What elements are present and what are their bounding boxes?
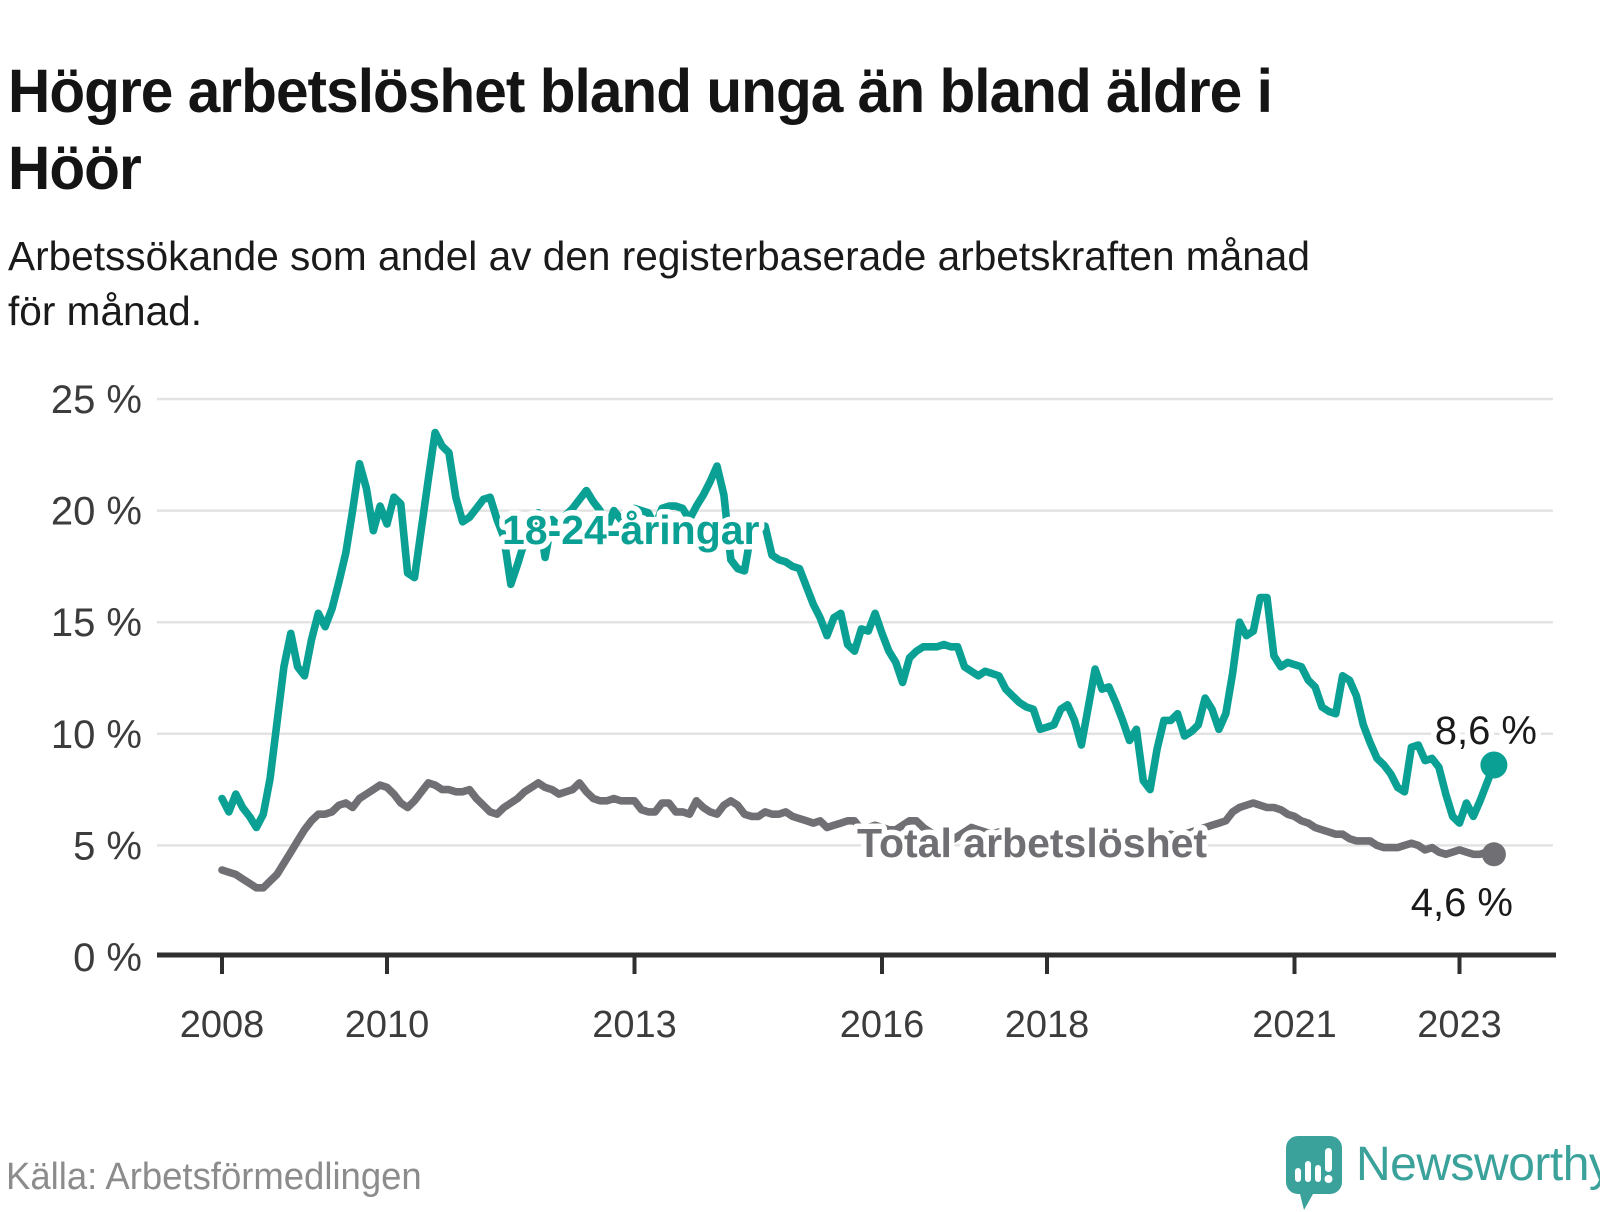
series-end-dot-total (1481, 842, 1506, 867)
y-axis-label: 25 % (51, 378, 142, 422)
end-value-label-total: 4,6 % (1411, 881, 1513, 925)
x-axis-label: 2023 (1417, 1004, 1502, 1046)
series-line-total (218, 779, 1498, 892)
x-axis-label: 2018 (1005, 1004, 1090, 1046)
speech-bubble-shape (1286, 1136, 1342, 1210)
y-axis-label: 15 % (51, 601, 142, 645)
y-axis-label: 20 % (51, 490, 142, 534)
y-axis-label: 10 % (51, 713, 142, 757)
series-line-youth (218, 428, 1498, 832)
bar-icon-small (1295, 1168, 1301, 1182)
chart-subtitle: Arbetssökande som andel av den registerb… (8, 229, 1572, 339)
chart-title-line-1: Högre arbetslöshet bland unga än bland ä… (8, 56, 1273, 125)
x-axis-label: 2013 (592, 1004, 677, 1046)
exclamation-dot-icon (1324, 1175, 1333, 1183)
y-axis-label: 0 % (73, 936, 142, 980)
newsworthy-logo-icon (1286, 1136, 1342, 1210)
end-value-label-youth: 8,6 % (1435, 709, 1537, 753)
x-axis-label: 2008 (180, 1004, 265, 1046)
series-end-dot-youth (1480, 751, 1508, 779)
series-label-total: Total arbetslöshet (857, 820, 1207, 866)
exclamation-bar-icon (1325, 1148, 1332, 1172)
bar-icon-tall (1315, 1165, 1321, 1182)
bar-icon-medium (1305, 1161, 1311, 1182)
newsworthy-logo: Newsworthy (1286, 1136, 1600, 1212)
y-axis-label: 5 % (73, 824, 142, 868)
source-note: Källa: Arbetsförmedlingen (6, 1156, 422, 1198)
newsworthy-brand-text: Newsworthy (1356, 1138, 1600, 1191)
x-axis-label: 2021 (1252, 1004, 1337, 1046)
chart-title-line-2: Höör (8, 133, 142, 202)
chart-subtitle-line-2: för månad. (8, 288, 203, 334)
chart-subtitle-line-1: Arbetssökande som andel av den registerb… (8, 233, 1310, 279)
chart-title: Högre arbetslöshet bland unga än bland ä… (8, 53, 1525, 207)
x-axis-label: 2010 (345, 1004, 430, 1046)
x-axis-label: 2016 (840, 1004, 925, 1046)
series-label-youth: 18-24-åringar (502, 507, 760, 553)
